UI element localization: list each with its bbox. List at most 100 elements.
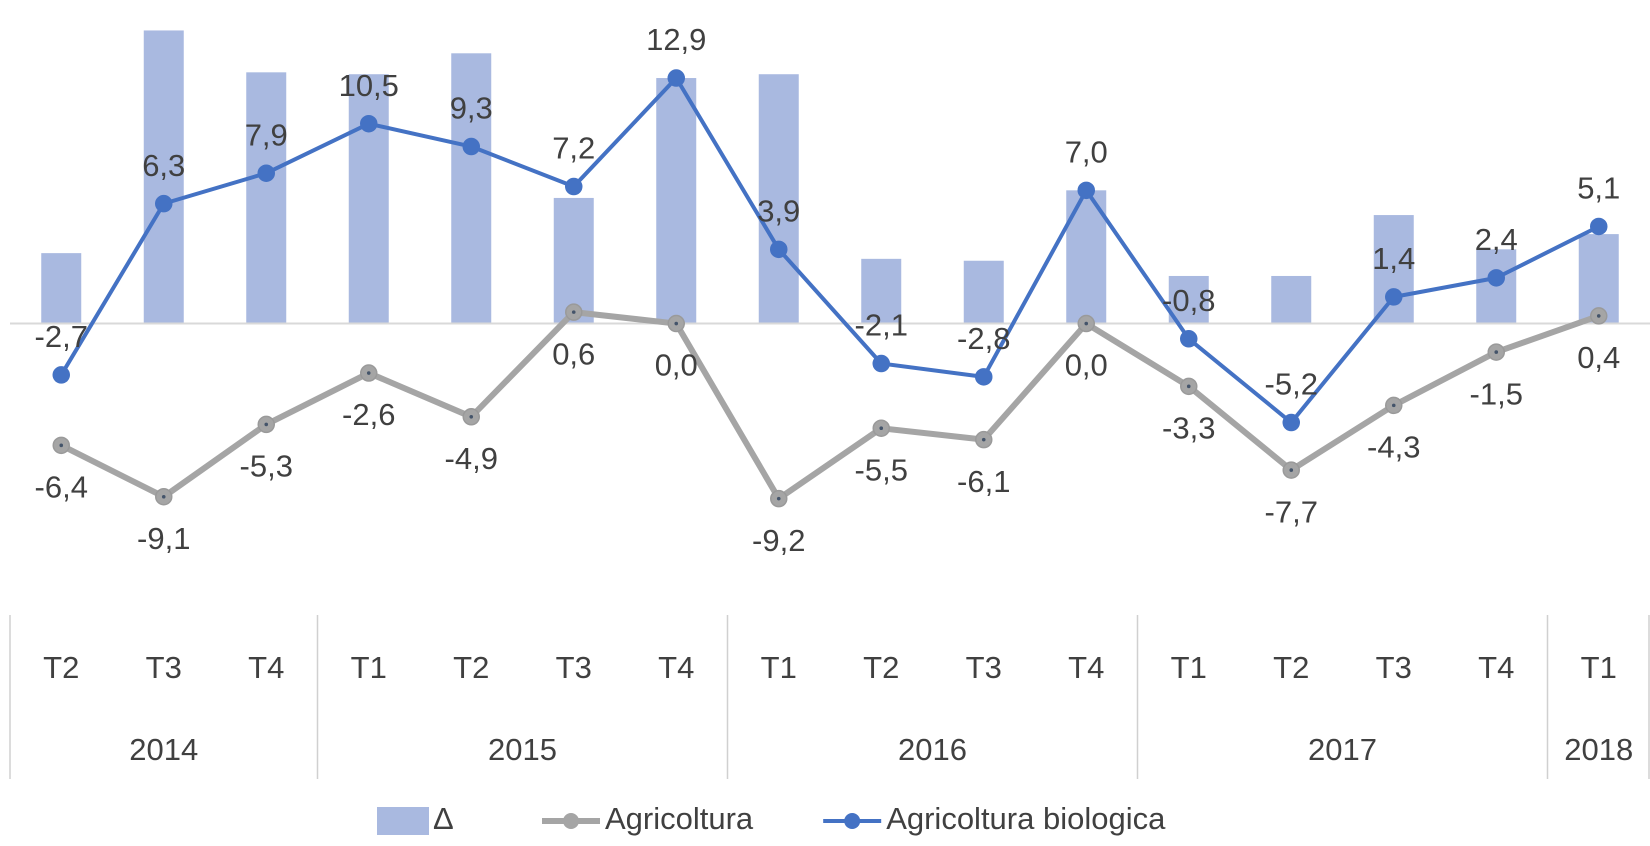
- x-group-label: 2016: [898, 732, 967, 767]
- marker: [565, 177, 583, 196]
- bar: [758, 74, 799, 324]
- marker-dot: [469, 415, 474, 419]
- data-label: -9,2: [752, 523, 805, 558]
- bar: [553, 197, 594, 324]
- x-tick-label: T4: [658, 650, 694, 685]
- marker: [872, 354, 890, 373]
- marker-dot: [161, 494, 166, 499]
- data-label: -5,2: [1265, 367, 1318, 402]
- data-label: 0,0: [655, 348, 698, 383]
- marker-dot: [981, 437, 986, 442]
- data-label: 7,2: [552, 131, 595, 166]
- data-label: -2,7: [35, 319, 88, 354]
- x-tick-label: T4: [1478, 650, 1514, 685]
- x-tick-label: T1: [761, 650, 797, 685]
- x-group-label: 2018: [1564, 732, 1633, 767]
- marker: [257, 164, 275, 182]
- legend-label: Δ: [433, 801, 454, 836]
- data-label: -4,3: [1367, 430, 1420, 465]
- data-label: 1,4: [1372, 241, 1415, 276]
- data-label: -2,8: [957, 321, 1010, 356]
- x-tick-label: T1: [1171, 650, 1207, 685]
- data-label: 0,4: [1577, 340, 1620, 375]
- marker-dot: [571, 310, 576, 314]
- marker-dot: [59, 443, 64, 448]
- data-label: -5,5: [855, 452, 908, 487]
- marker: [155, 194, 173, 213]
- marker: [1077, 181, 1095, 200]
- x-group-label: 2014: [129, 732, 198, 767]
- marker: [667, 69, 685, 87]
- data-label: -3,3: [1162, 411, 1215, 446]
- marker: [1590, 217, 1608, 236]
- bar: [41, 253, 82, 324]
- x-tick-label: T3: [556, 650, 592, 685]
- data-label: 0,0: [1065, 348, 1108, 383]
- data-label: 12,9: [646, 22, 706, 57]
- marker-dot: [879, 426, 884, 431]
- legend-marker: [563, 813, 579, 829]
- x-tick-label: T3: [1376, 650, 1412, 685]
- marker-dot: [1084, 321, 1089, 326]
- legend-marker: [844, 813, 861, 829]
- data-label: 5,1: [1577, 171, 1620, 206]
- data-label: 7,0: [1065, 135, 1108, 170]
- x-tick-label: T1: [351, 650, 387, 685]
- marker: [1487, 269, 1505, 287]
- marker-dot: [776, 496, 781, 501]
- data-label: -7,7: [1265, 494, 1318, 529]
- marker: [1385, 288, 1403, 306]
- marker-dot: [1596, 314, 1601, 318]
- x-group-label: 2017: [1308, 732, 1377, 767]
- data-label: 2,4: [1475, 222, 1518, 257]
- marker: [1180, 330, 1198, 348]
- legend-swatch: [377, 807, 429, 835]
- line: [59, 309, 1600, 502]
- bar: [143, 30, 184, 324]
- marker-dot: [366, 371, 371, 375]
- data-label: 6,3: [142, 148, 185, 183]
- bar: [348, 74, 389, 324]
- data-label: -5,3: [240, 449, 293, 484]
- bar: [246, 72, 287, 324]
- bar: [451, 53, 492, 324]
- x-tick-label: T2: [1273, 650, 1309, 685]
- legend-label: Agricoltura: [605, 801, 754, 836]
- data-label: -0,8: [1162, 283, 1215, 318]
- marker-dot: [1289, 468, 1294, 472]
- marker: [462, 137, 480, 156]
- marker-dot: [1186, 384, 1191, 389]
- x-tick-label: T2: [453, 650, 489, 685]
- x-group-label: 2015: [488, 732, 557, 767]
- x-tick-label: T2: [43, 650, 79, 685]
- x-tick-label: T4: [1068, 650, 1104, 685]
- line: [59, 76, 1600, 425]
- data-label: 7,9: [245, 117, 288, 152]
- marker: [360, 114, 378, 133]
- marker-dot: [264, 422, 269, 427]
- bar: [963, 260, 1004, 324]
- marker: [975, 368, 993, 386]
- x-tick-label: T3: [966, 650, 1002, 685]
- legend-label: Agricoltura biologica: [886, 801, 1166, 836]
- data-label: 9,3: [450, 91, 493, 126]
- bar: [861, 258, 902, 324]
- marker: [52, 366, 70, 384]
- data-label: 10,5: [339, 68, 399, 103]
- marker: [770, 240, 788, 259]
- bar: [1168, 275, 1209, 324]
- bar: [656, 78, 697, 324]
- x-tick-label: T3: [146, 650, 182, 685]
- data-label: -2,6: [342, 397, 395, 432]
- data-label: -1,5: [1470, 376, 1523, 411]
- data-label: 0,6: [552, 336, 595, 371]
- x-tick-label: T1: [1581, 650, 1617, 685]
- marker: [1282, 413, 1300, 432]
- data-label: -9,1: [137, 521, 190, 556]
- data-label: -6,4: [35, 470, 88, 505]
- x-tick-label: T2: [863, 650, 899, 685]
- bar: [1271, 275, 1312, 324]
- data-label: -4,9: [445, 441, 498, 476]
- data-label: -2,1: [855, 308, 908, 343]
